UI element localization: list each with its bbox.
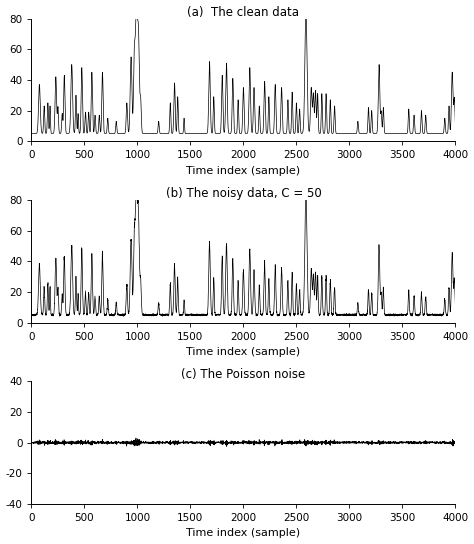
Title: (a)  The clean data: (a) The clean data	[187, 5, 300, 18]
X-axis label: Time index (sample): Time index (sample)	[186, 166, 301, 176]
X-axis label: Time index (sample): Time index (sample)	[186, 528, 301, 539]
Title: (b) The noisy data, C = 50: (b) The noisy data, C = 50	[165, 187, 321, 200]
Title: (c) The Poisson noise: (c) The Poisson noise	[181, 368, 306, 381]
X-axis label: Time index (sample): Time index (sample)	[186, 347, 301, 357]
